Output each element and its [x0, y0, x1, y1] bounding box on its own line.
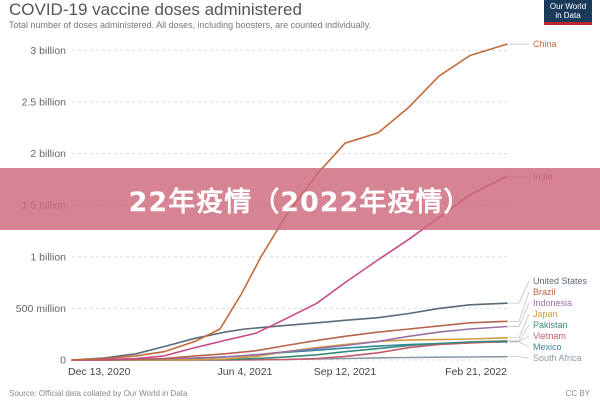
x-axis-ticks: Dec 13, 2020 Jun 4, 2021 Sep 12, 2021 Feb 2…: [68, 366, 507, 378]
legend-label-united-states[interactable]: United States: [533, 276, 588, 286]
legend-connector-brazil: [509, 291, 530, 322]
series-line-brazil[interactable]: [71, 320, 508, 361]
legend-connector-mexico: [509, 341, 530, 348]
chart-title: COVID-19 vaccine doses administered: [9, 0, 302, 19]
x-tick-label: Dec 13, 2020: [68, 366, 131, 378]
legend-connector-japan: [509, 313, 530, 339]
owid-logo[interactable]: Our World in Data: [544, 0, 592, 25]
y-tick-label: 1 billion: [30, 251, 66, 263]
legend-label-china[interactable]: China: [533, 39, 557, 49]
overlay-banner: 22年疫情（2022年疫情）: [0, 168, 600, 230]
series-line-japan[interactable]: [71, 337, 508, 361]
legend-connector-south-africa: [509, 356, 530, 359]
y-tick-label: 2.5 billion: [22, 96, 67, 108]
legend-connector-indonesia: [509, 302, 530, 327]
logo-line-1: Our World: [550, 2, 586, 11]
license-label[interactable]: CC BY: [566, 389, 591, 398]
legend-label-indonesia[interactable]: Indonesia: [533, 298, 572, 308]
y-tick-label: 0: [60, 355, 66, 367]
x-tick-label: Sep 12, 2021: [314, 366, 377, 378]
series-layer: [71, 43, 508, 361]
legend-connector-united-states: [509, 280, 530, 304]
logo-box: [544, 0, 592, 22]
overlay-banner-text: 22年疫情（2022年疫情）: [128, 186, 472, 218]
chart-subtitle: Total number of doses administered. All …: [9, 20, 371, 30]
legend-label-brazil[interactable]: Brazil: [533, 287, 556, 297]
legend-connector-vietnam: [509, 335, 530, 342]
legend-label-vietnam[interactable]: Vietnam: [533, 331, 566, 341]
legend-label-pakistan[interactable]: Pakistan: [533, 320, 568, 330]
x-tick-label: Jun 4, 2021: [218, 366, 273, 378]
logo-band: [544, 22, 592, 25]
series-line-united-states[interactable]: [71, 302, 508, 361]
legend-label-south-africa[interactable]: South Africa: [533, 353, 582, 363]
y-tick-label: 3 billion: [30, 45, 66, 57]
x-tick-label: Feb 21, 2022: [445, 366, 507, 378]
series-line-china[interactable]: [71, 43, 508, 361]
y-tick-label: 500 million: [16, 303, 66, 315]
source-note: Source: Official data collated by Our Wo…: [9, 389, 188, 398]
legend-connector-pakistan: [509, 324, 530, 342]
y-tick-label: 2 billion: [30, 148, 66, 160]
legend-label-mexico[interactable]: Mexico: [533, 342, 562, 352]
legend-label-japan[interactable]: Japan: [533, 309, 558, 319]
logo-line-2: in Data: [555, 11, 581, 20]
